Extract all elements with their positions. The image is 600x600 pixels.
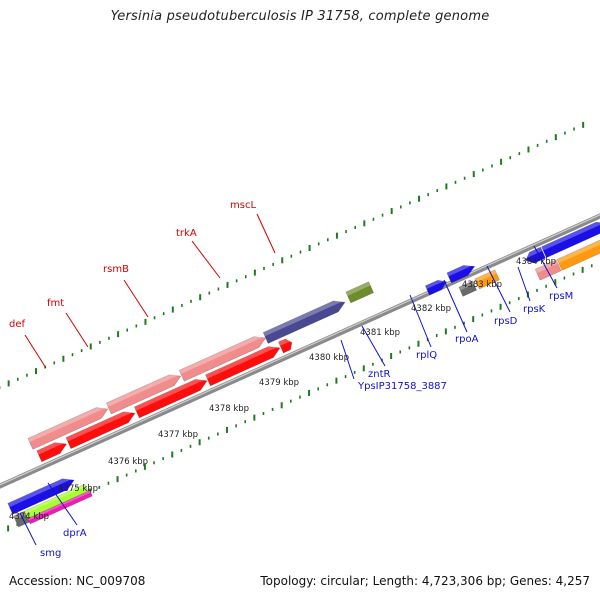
rplQ-label: rplQ	[416, 350, 437, 361]
rpsM-connector	[533, 245, 558, 289]
scale-label: 4374 kbp	[9, 512, 49, 522]
ypsip-label: YpsIP31758_3887	[357, 381, 447, 392]
zntR-label: zntR	[368, 369, 391, 380]
scale-label: 4376 kbp	[108, 457, 148, 467]
gene-rsmB-partner[interactable]	[133, 375, 209, 419]
dprA-connector	[47, 482, 78, 526]
smg-label: smg	[40, 548, 61, 559]
topology-text: Topology: circular; Length: 4,723,306 bp…	[260, 574, 590, 588]
rsmB-label: rsmB	[103, 264, 129, 275]
gene-fmt-partner[interactable]	[65, 408, 137, 450]
gene-zntR[interactable]	[474, 269, 500, 290]
rpoA-label: rpoA	[455, 334, 479, 345]
accession-text: Accession: NC_009708	[9, 574, 146, 588]
def-connector	[24, 334, 47, 369]
scale-label: 4383 kbp	[462, 280, 502, 290]
gene-dprA-lime[interactable]	[24, 483, 89, 519]
backbone-highlight	[0, 214, 600, 486]
gene-mscL[interactable]	[345, 281, 374, 304]
gene-small-blue[interactable]	[424, 277, 448, 296]
rpsD-connector	[486, 265, 511, 313]
gene-dprA[interactable]	[27, 490, 93, 525]
gene-rplQ[interactable]	[534, 259, 562, 281]
smg-connector	[19, 512, 37, 546]
scale-label: 4379 kbp	[259, 378, 299, 388]
zntR-connector	[361, 325, 386, 367]
rsmB-connector	[123, 279, 149, 318]
gene-smg-blue[interactable]	[7, 475, 77, 515]
fmt-label: fmt	[47, 298, 64, 309]
gene-mscL-partner[interactable]	[278, 337, 294, 354]
genome-backbone	[0, 213, 600, 489]
rpsK-label: rpsK	[523, 304, 546, 315]
scale-label: 4377 kbp	[158, 430, 198, 440]
rplQ-connector	[409, 294, 432, 348]
scale-label: 4378 kbp	[209, 404, 249, 414]
gene-fmt[interactable]	[105, 371, 183, 415]
trkA-connector	[191, 240, 221, 279]
genome-title: Yersinia pseudotuberculosis IP 31758, co…	[110, 9, 490, 24]
trkA-label: trkA	[176, 228, 197, 239]
scale-label: 4381 kbp	[360, 328, 400, 338]
scale-label: 4382 kbp	[411, 304, 451, 314]
backbone-line	[0, 213, 600, 489]
gene-def-partner[interactable]	[36, 438, 69, 463]
scale-label: 4375 kbp	[58, 484, 98, 494]
gene-trkA-partner[interactable]	[205, 342, 283, 387]
gene-rpoA[interactable]	[556, 235, 600, 271]
gene-rpoA-blue[interactable]	[541, 218, 600, 259]
def-label: def	[9, 319, 26, 330]
gene-YpsIP31758_3887[interactable]	[458, 280, 478, 297]
label-connectors	[19, 213, 558, 546]
rpoA-connector	[443, 279, 468, 333]
gene-def[interactable]	[27, 403, 110, 450]
fmt-connector	[65, 312, 89, 348]
gene-trkA[interactable]	[262, 297, 347, 344]
gene-zntR-blue[interactable]	[446, 261, 477, 284]
gene-rsmB[interactable]	[178, 332, 268, 382]
gene-rplQ-blue[interactable]	[523, 246, 546, 266]
mscL-label: mscL	[230, 200, 256, 211]
rpsK-connector	[517, 266, 531, 302]
dprA-label: dprA	[63, 528, 87, 539]
scale-label: 4384 kbp	[516, 257, 556, 267]
scale-label: 4380 kbp	[309, 353, 349, 363]
mscL-connector	[256, 213, 276, 254]
ypsip-connector	[340, 339, 355, 380]
rpsM-label: rpsM	[549, 291, 573, 302]
rpsD-label: rpsD	[494, 316, 518, 327]
gene-features	[7, 218, 600, 528]
